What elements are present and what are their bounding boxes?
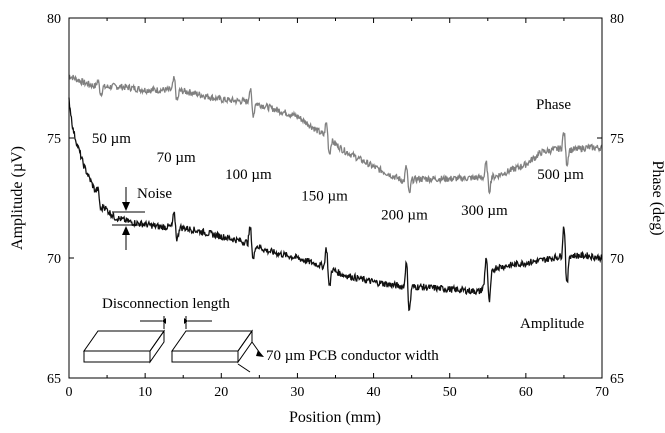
width-label: 500 µm	[537, 167, 584, 183]
y-right-tick-label: 80	[610, 12, 624, 27]
noise-label: Noise	[137, 186, 172, 202]
width-label: 300 µm	[461, 203, 508, 219]
width-label: 200 µm	[381, 208, 428, 224]
y-right-tick-label: 75	[610, 132, 624, 147]
y-left-tick-label: 80	[47, 12, 61, 27]
width-label: 70 µm	[157, 150, 196, 166]
width-arrow-lower	[237, 363, 251, 373]
gap-arrowhead-right-icon	[184, 318, 188, 324]
y-axis-left-title: Amplitude (µV)	[9, 146, 26, 250]
x-tick-label: 10	[138, 385, 152, 400]
y-left-tick-label: 70	[47, 252, 61, 267]
x-axis-title: Position (mm)	[289, 409, 381, 426]
amplitude-series-label: Amplitude	[520, 316, 585, 332]
gap-arrowhead-left-icon	[162, 318, 166, 324]
left-block-front	[83, 350, 151, 363]
phase-series-label: Phase	[536, 97, 571, 113]
width-label: 50 µm	[92, 131, 131, 147]
series-lines	[68, 74, 603, 312]
width-labels: 50 µm 70 µm 100 µm 150 µm 200 µm 300 µm 500 µm	[92, 131, 584, 224]
x-tick-label: 0	[66, 385, 73, 400]
width-arrowhead-icon	[256, 350, 264, 357]
noise-annotation: Noise	[112, 186, 172, 250]
y-right-tick-label: 65	[610, 372, 624, 387]
width-label: 100 µm	[225, 167, 272, 183]
left-block-side	[149, 329, 165, 364]
x-tick-label: 70	[595, 385, 609, 400]
x-tick-label: 40	[367, 385, 381, 400]
x-tick-label: 20	[214, 385, 228, 400]
noise-arrowhead-bottom-icon	[122, 226, 130, 235]
y-axis-right-title: Phase (deg)	[649, 160, 665, 235]
disconnection-diagram	[83, 316, 263, 373]
conductor-width-label: 70 µm PCB conductor width	[266, 348, 439, 364]
disconnection-length-label: Disconnection length	[102, 296, 230, 312]
y-left-tick-label: 75	[47, 132, 61, 147]
x-tick-label: 30	[290, 385, 304, 400]
right-block-front	[171, 350, 239, 363]
series-line-amplitude	[68, 97, 603, 312]
y-right-tick-label: 70	[610, 252, 624, 267]
series-line-phase	[68, 74, 603, 195]
x-tick-label: 60	[519, 385, 533, 400]
y-left-tick-label: 65	[47, 372, 61, 387]
right-block-side	[237, 329, 253, 364]
x-tick-label: 50	[443, 385, 457, 400]
noise-arrowhead-top-icon	[122, 202, 130, 211]
width-label: 150 µm	[301, 188, 348, 204]
